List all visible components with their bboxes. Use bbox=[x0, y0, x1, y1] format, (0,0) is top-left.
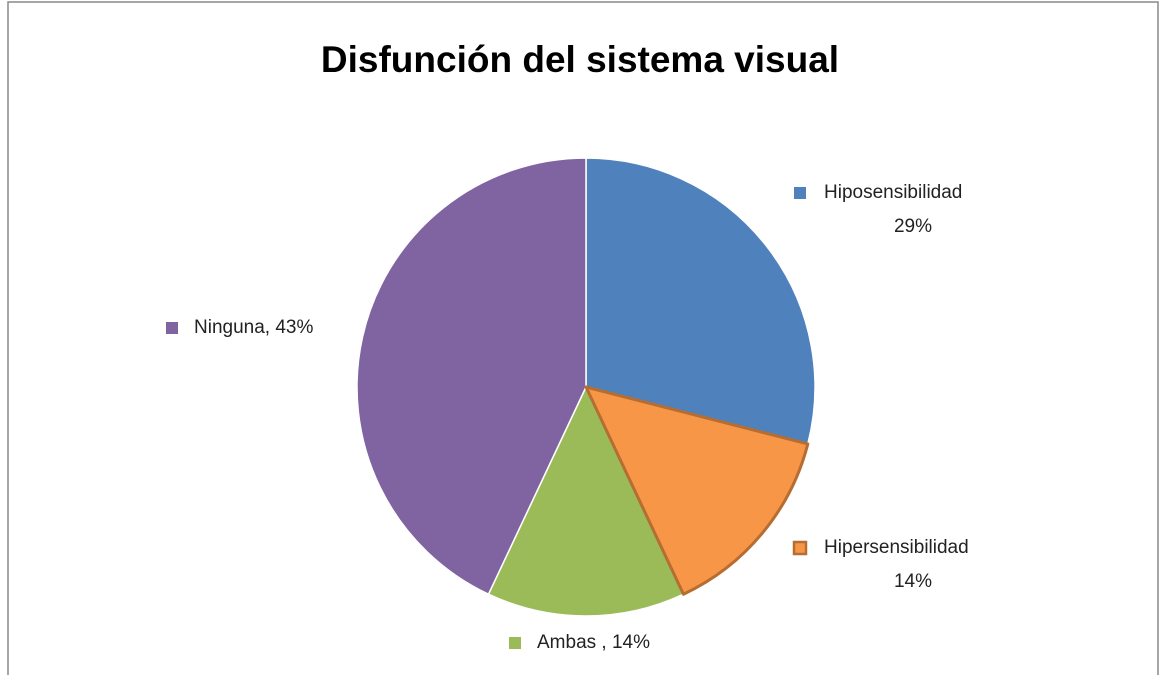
legend-swatch bbox=[794, 187, 806, 199]
label-separator: , bbox=[601, 632, 612, 653]
value-label: 14% bbox=[612, 632, 650, 653]
pie-slice bbox=[584, 385, 810, 596]
value-label: 14% bbox=[894, 571, 932, 592]
data-label: Ambas , 14% bbox=[537, 632, 650, 653]
label-separator: , bbox=[265, 317, 276, 338]
legend-swatch bbox=[166, 322, 178, 334]
category-label: Hiposensibilidad bbox=[824, 182, 962, 203]
pie-slice bbox=[585, 157, 816, 445]
legend-swatch bbox=[792, 540, 808, 556]
category-label: Ambas bbox=[537, 632, 601, 653]
value-label: 43% bbox=[275, 317, 313, 338]
data-label: Ninguna, 43% bbox=[194, 317, 313, 338]
pie-slice bbox=[487, 386, 685, 617]
pie-slice bbox=[356, 157, 587, 595]
category-label: Ninguna bbox=[194, 317, 265, 338]
value-label: 29% bbox=[894, 216, 932, 237]
category-label: Hipersensibilidad bbox=[824, 537, 969, 558]
legend-swatch bbox=[509, 637, 521, 649]
chart-title: Disfunción del sistema visual bbox=[321, 39, 839, 80]
